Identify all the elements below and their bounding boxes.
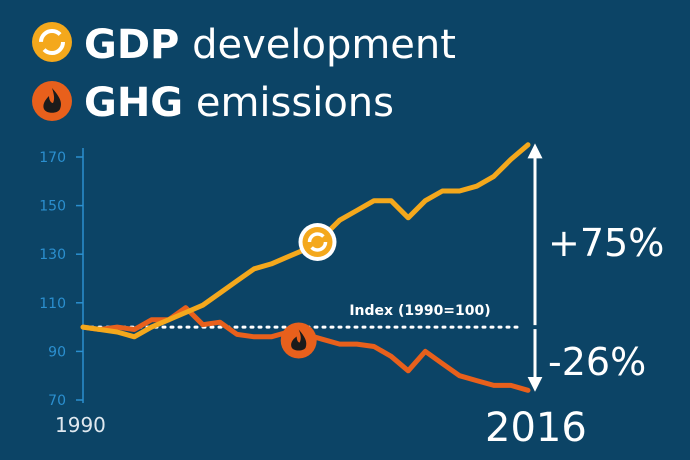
y-tick-label: 110 (39, 296, 66, 312)
y-tick-label: 70 (48, 393, 66, 409)
y-axis-ticks: 70 90 110 130 150 170 (39, 150, 83, 409)
circular-arrows-icon (32, 22, 72, 62)
y-tick-label: 150 (39, 199, 66, 215)
legend-gdp-bold: GDP (84, 22, 179, 68)
gdp-series-marker (298, 223, 337, 261)
legend-item-ghg: GHG emissions (32, 80, 394, 126)
y-tick-label: 130 (39, 247, 66, 263)
x-axis-start-label: 1990 (55, 413, 106, 437)
flame-icon (32, 81, 72, 121)
legend: GDP development GHG emissions (32, 22, 456, 126)
svg-text:GHG emissions: GHG emissions (84, 80, 394, 126)
ghg-series-marker (280, 322, 317, 359)
y-tick-label: 170 (39, 150, 66, 166)
legend-ghg-rest: emissions (183, 80, 394, 126)
gdp-change-label: +75% (548, 221, 664, 265)
legend-ghg-bold: GHG (84, 80, 183, 126)
svg-text:GDP development: GDP development (84, 22, 456, 68)
baseline-label: Index (1990=100) (349, 303, 490, 319)
legend-gdp-rest: development (179, 22, 456, 68)
y-tick-label: 90 (48, 344, 66, 360)
x-axis-end-label: 2016 (485, 405, 587, 451)
legend-item-gdp: GDP development (32, 22, 456, 68)
ghg-change-label: -26% (548, 340, 646, 384)
